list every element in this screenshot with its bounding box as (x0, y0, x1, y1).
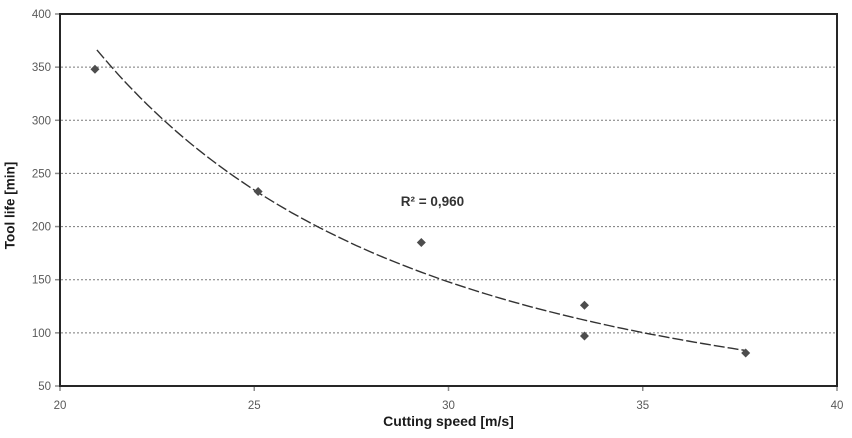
x-tick-label: 35 (636, 400, 649, 412)
plot-border (59, 13, 838, 387)
x-tick-label: 20 (54, 400, 67, 412)
y-tick-label: 300 (32, 115, 51, 127)
data-point-marker (90, 64, 100, 74)
y-tick-label: 200 (32, 222, 51, 234)
y-tick-label: 250 (32, 168, 51, 180)
y-tick-label: 150 (32, 275, 51, 287)
y-tick-label: 400 (32, 9, 51, 21)
data-point-marker (253, 186, 263, 196)
data-point-marker (579, 300, 589, 310)
y-tick-label: 350 (32, 62, 51, 74)
data-point-marker (579, 331, 589, 341)
data-point-marker (416, 238, 426, 248)
x-tick-label: 40 (831, 400, 844, 412)
power-trendline (96, 49, 746, 352)
y-tick-label: 100 (32, 328, 51, 340)
x-tick-label: 30 (442, 400, 455, 412)
x-axis-title: Cutting speed [m/s] (383, 413, 514, 429)
data-point-marker (741, 348, 751, 358)
r-squared-annotation: R² = 0,960 (401, 194, 464, 209)
y-tick-label: 50 (38, 381, 51, 393)
x-tick-label: 25 (248, 400, 261, 412)
y-axis-title: Tool life [min] (2, 161, 18, 250)
